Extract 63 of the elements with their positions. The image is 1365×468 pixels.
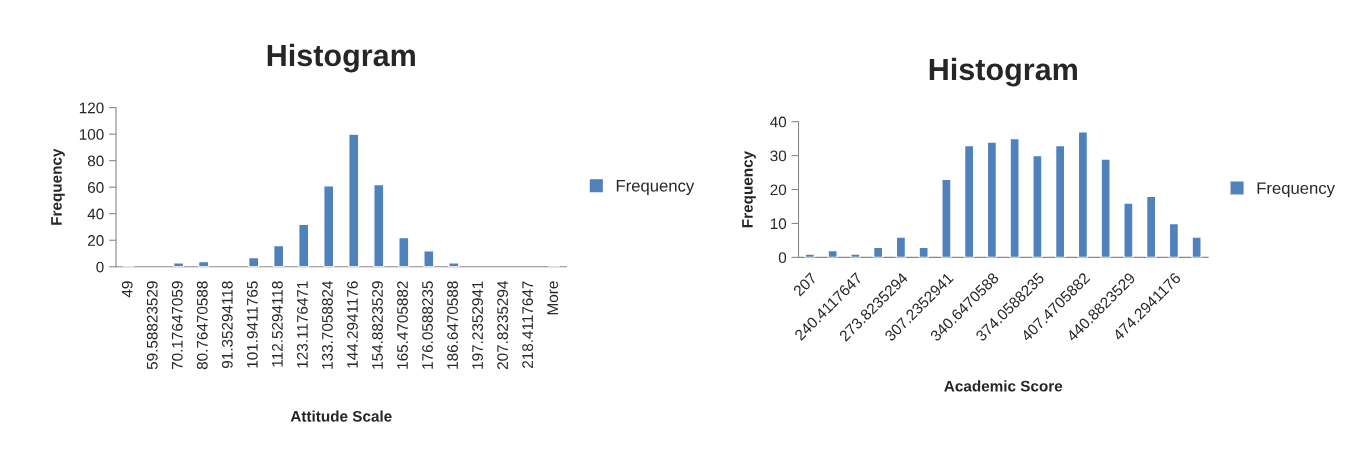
y-tick-label: 30 (770, 150, 787, 162)
bar (850, 253, 861, 258)
bar (1145, 195, 1157, 258)
x-tick-label: More (547, 281, 559, 315)
bar (1168, 222, 1180, 258)
y-tick-label: 120 (79, 102, 104, 114)
y-tick-label: 40 (770, 116, 787, 128)
bar (941, 178, 952, 258)
bar (448, 262, 460, 267)
x-tick-label: 59.58823529 (146, 281, 158, 370)
y-tick-label: 0 (96, 261, 104, 273)
y-tick-label: 60 (88, 182, 104, 193)
bar (827, 249, 838, 258)
x-tick-label: 49 (121, 281, 133, 298)
x-tick-label: 70.17647059 (171, 281, 183, 370)
bar (1032, 154, 1043, 258)
x-tick-label: 91.35294118 (221, 281, 233, 369)
x-tick-label: 218.4117647 (522, 281, 534, 368)
legend-label: Frequency (616, 180, 695, 195)
bar (963, 144, 975, 258)
bar (272, 244, 285, 267)
x-tick-label: 133.7058824 (322, 281, 333, 369)
x-tick-label: 186.6470588 (447, 281, 458, 369)
y-tick-label: 80 (87, 155, 104, 167)
bar (423, 250, 435, 267)
y-tick-label: 20 (770, 184, 787, 196)
y-axis-title: Frequency (742, 150, 756, 228)
x-tick-label: 123.1176471 (297, 281, 308, 368)
y-tick-label: 40 (87, 208, 104, 220)
x-tick-label: 112.5294118 (271, 281, 283, 367)
bar (1191, 236, 1202, 258)
x-tick-label: 154.8823529 (372, 281, 383, 369)
x-tick-label: 207.8235294 (497, 281, 509, 370)
y-axis-title: Frequency (51, 148, 65, 225)
chart-title: Histogram (267, 43, 415, 73)
x-tick-label: 165.4705882 (397, 281, 408, 369)
bar (1009, 137, 1020, 258)
y-tick-label: 10 (770, 218, 787, 230)
bar (986, 141, 998, 258)
bar (298, 223, 310, 267)
y-tick-label: 100 (79, 129, 104, 140)
bar (373, 183, 385, 267)
chart-title: Histogram (929, 57, 1077, 87)
bar (804, 253, 816, 258)
bar (1100, 158, 1111, 258)
y-tick-label: 0 (778, 252, 787, 264)
bar (895, 236, 907, 258)
bar (348, 133, 360, 267)
y-tick-label: 20 (88, 235, 104, 246)
x-tick-label: 144.2941176 (347, 281, 358, 368)
bar (1123, 202, 1134, 258)
x-tick-label: 101.9411765 (246, 281, 258, 368)
bar (1054, 144, 1066, 258)
bar (323, 185, 335, 267)
bar (398, 236, 410, 267)
bar (918, 246, 929, 258)
x-tick-label: 197.2352941 (472, 281, 483, 369)
x-tick-label: 80.76470588 (196, 281, 208, 370)
bar (1077, 131, 1089, 258)
x-axis-title: Attitude Scale (290, 410, 392, 422)
x-axis-title: Academic Score (944, 380, 1063, 392)
legend-label: Frequency (1257, 182, 1335, 198)
x-tick-label: 176.0588235 (422, 281, 433, 369)
